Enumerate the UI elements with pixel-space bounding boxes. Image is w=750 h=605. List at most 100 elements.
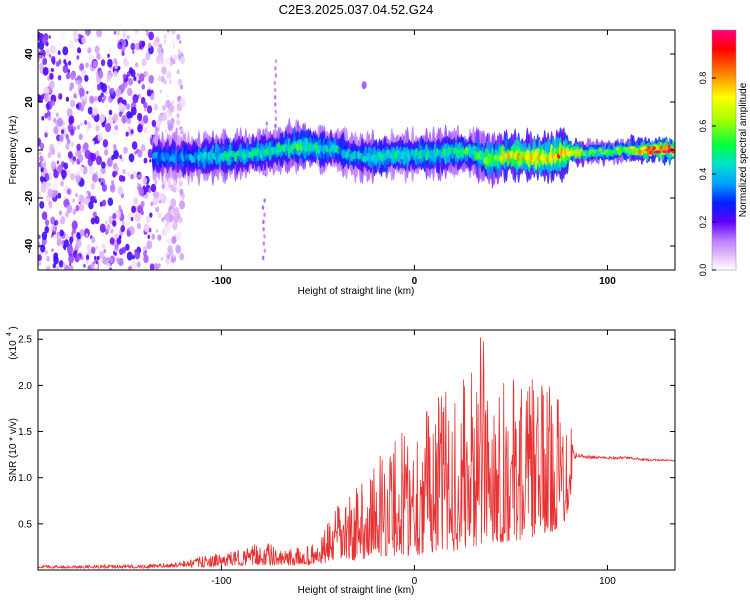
spectrogram-cell <box>664 146 669 150</box>
spectrogram-cell <box>101 182 104 186</box>
spectrogram-cell <box>157 212 162 219</box>
spectrogram-cell <box>147 234 151 239</box>
spectrogram-cell <box>57 50 61 55</box>
spectrogram-cell <box>102 65 106 70</box>
spectrogram-cell <box>165 100 171 107</box>
spectrogram-cell <box>41 211 48 221</box>
spectrogram-cell <box>638 149 643 154</box>
spectrogram-cell <box>170 37 176 45</box>
spectrogram-cell <box>261 205 265 210</box>
colorbar-label: Normalized spectral amplitude <box>738 82 749 217</box>
spectrogram-cell <box>56 117 64 127</box>
spectrogram-cell <box>39 155 44 162</box>
spectrogram-cell <box>125 131 129 137</box>
spectrogram-cell <box>78 133 83 140</box>
spectrogram-cell <box>38 31 41 37</box>
spectrogram-cell <box>49 203 53 209</box>
spectrogram-cell <box>176 33 181 41</box>
spectrogram-cell <box>103 249 107 254</box>
spectrogram-cell <box>263 248 267 253</box>
spectrogram-cell <box>45 48 51 57</box>
spectrogram-cell <box>124 135 128 140</box>
spectrogram-cell <box>121 50 125 57</box>
spectrogram-cell <box>121 220 125 226</box>
snr-scale-base: (x10 <box>8 340 19 360</box>
spectrogram-cell <box>63 162 69 170</box>
spectrogram-cell <box>51 248 54 252</box>
spectrogram-cell <box>57 74 62 81</box>
spectrogram-cell <box>626 146 630 151</box>
spectrogram-cell <box>118 174 124 182</box>
spectrogram-cell <box>274 59 278 64</box>
spectrogram-cell <box>84 192 88 198</box>
colorbar-tick-label: 0.2 <box>698 216 708 229</box>
spectrogram-cell <box>274 123 277 129</box>
spectrogram-cell <box>126 221 130 227</box>
spectrogram-cell <box>128 266 132 270</box>
spectrogram-cell <box>76 239 82 248</box>
spectrogram-cell <box>66 204 73 214</box>
spectrogram-cell <box>84 149 91 159</box>
spectrogram-cell <box>163 33 167 39</box>
spectrogram-cell <box>96 30 102 38</box>
spectrogram-cell <box>44 250 48 255</box>
spectrogram-cell <box>41 35 48 45</box>
spectrogram-cell <box>74 94 77 99</box>
snr-plot: -100 0 100 0.5 1.0 1.5 2.0 2.5 Height of straig… <box>6 326 676 596</box>
spectrogram-cell <box>87 106 93 115</box>
spectrogram-cell <box>99 223 106 233</box>
spectrogram-cell <box>54 265 60 270</box>
spectrogram-cell <box>90 195 95 204</box>
snr-scale-exponent: 4 <box>6 332 13 336</box>
spectrogram-cell <box>170 198 177 208</box>
spectrogram-cell <box>138 73 145 82</box>
spectrogram-cell <box>143 250 147 257</box>
spectrogram-cell <box>97 95 103 103</box>
spectrogram-cell <box>62 64 69 74</box>
spectrogram-cell <box>69 236 74 244</box>
spectrogram-cell <box>136 174 140 179</box>
spectrogram-cell <box>106 157 113 167</box>
spectrogram-cell <box>634 147 639 152</box>
spectrogram-cell <box>75 204 80 212</box>
spectrogram-cell <box>170 30 176 35</box>
spectrogram-cell <box>122 73 127 79</box>
spectrogram-cell <box>570 152 575 156</box>
spectrogram-cell <box>103 149 109 156</box>
spectrogram-cell <box>262 219 265 225</box>
spectrogram-cell <box>155 119 161 128</box>
spectrogram-cell <box>69 264 74 270</box>
spectrogram-cell <box>167 119 171 126</box>
spectrogram-cell <box>81 100 86 108</box>
spectrogram-cell <box>130 106 137 116</box>
spectrogram-cell <box>157 46 162 54</box>
spectrogram-cell <box>107 53 110 58</box>
spectrogram-cell <box>84 120 88 126</box>
spectrogram-cell <box>72 198 76 203</box>
spectrogram-cell <box>38 234 41 240</box>
spectrogram-cell <box>131 205 136 214</box>
spectrogram-cell <box>49 80 55 89</box>
spectrogram-cell <box>60 216 66 225</box>
spectrogram-cell <box>168 214 174 223</box>
spectrogram-cell <box>92 60 98 68</box>
spectrogram-cell <box>127 172 130 176</box>
spectrogram-cell <box>116 257 120 262</box>
spectrogram-cell <box>166 253 171 260</box>
spectrogram-cell <box>595 149 599 153</box>
spectrogram-cell <box>67 60 72 66</box>
spectrogram-cell <box>180 56 186 65</box>
spectrogram-cell <box>78 165 84 174</box>
spectrogram-cell <box>173 206 180 216</box>
snr-ytick-label: 2.5 <box>18 335 32 346</box>
spectrogram-cell <box>140 209 144 216</box>
spectrogram-cell <box>50 148 56 156</box>
spectrogram-cell <box>128 77 133 86</box>
spectrogram-cell <box>77 79 81 85</box>
spectrogram-cell <box>41 116 45 121</box>
spectrogram-cell <box>628 150 632 154</box>
spectrogram-cell <box>161 66 167 75</box>
spectrogram-cell <box>45 181 51 190</box>
spectrogram-cell <box>50 161 57 170</box>
